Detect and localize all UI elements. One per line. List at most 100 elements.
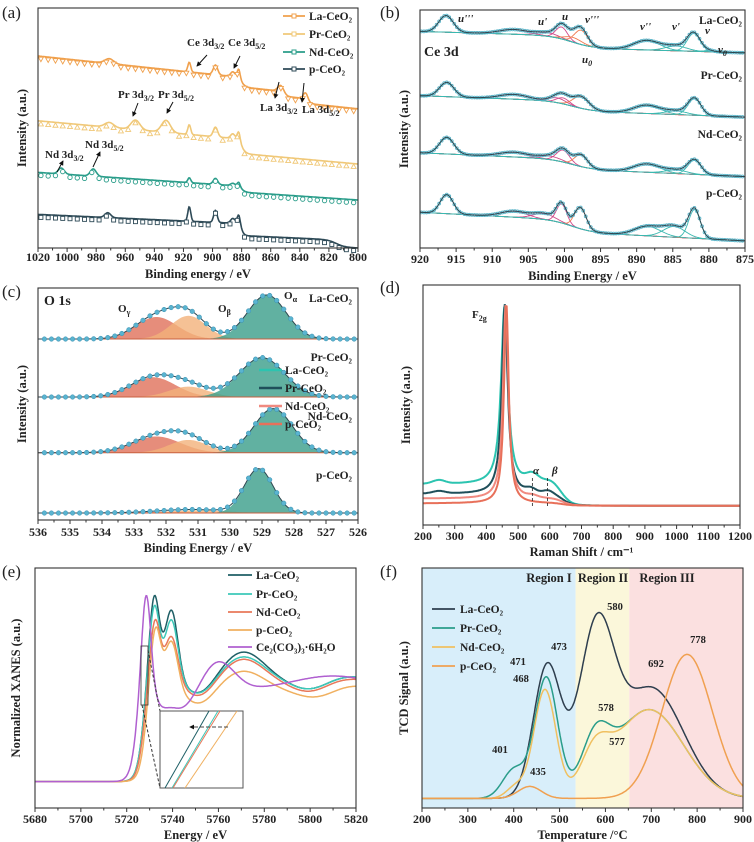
- x-tick-label: 532: [157, 525, 175, 539]
- annotation-text: Nd 3d: [45, 149, 73, 161]
- data-point: [246, 361, 252, 367]
- x-tick-label: 533: [125, 525, 143, 539]
- data-marker: [270, 90, 277, 97]
- x-tick-label: 400: [477, 529, 495, 543]
- data-point: [203, 321, 209, 327]
- x-tick-label: 1100: [697, 529, 720, 543]
- data-marker: [241, 150, 248, 157]
- legend-label: Pr-CeO₂: [460, 623, 502, 635]
- x-tick-label: 840: [291, 250, 309, 264]
- data-point: [154, 430, 160, 436]
- data-marker: [263, 194, 270, 200]
- data-marker: [117, 64, 125, 71]
- data-point: [581, 95, 586, 100]
- data-marker: [96, 217, 102, 223]
- data-point: [161, 507, 167, 514]
- data-point: [434, 89, 439, 93]
- data-point: [105, 448, 111, 454]
- data-point: [168, 428, 174, 434]
- data-marker: [300, 196, 306, 202]
- data-marker: [285, 238, 291, 243]
- panel-e: 5680 5700 5720 5740 5760 5780 5800 5820 Energy /…: [2, 562, 368, 842]
- data-point: [55, 450, 62, 456]
- data-point: [246, 475, 252, 481]
- data-point: [439, 16, 444, 20]
- data-point: [437, 142, 441, 146]
- data-point: [77, 450, 83, 456]
- data-point: [126, 441, 132, 447]
- data-marker: [213, 210, 218, 216]
- data-point: [682, 39, 687, 43]
- series-line: [35, 594, 357, 783]
- data-point: [154, 309, 160, 315]
- data-marker: [329, 198, 335, 204]
- data-point: [687, 159, 692, 164]
- x-axis-label: Binding Energy / eV: [528, 269, 637, 283]
- data-point: [454, 89, 459, 94]
- data-point: [323, 393, 329, 399]
- data-point: [140, 376, 146, 382]
- x-tick-label: 1000: [55, 250, 79, 264]
- x-tick-label: 940: [145, 250, 163, 264]
- data-point: [705, 234, 709, 239]
- x-tick-label: 880: [233, 250, 251, 264]
- data-point: [439, 197, 444, 202]
- x-tick-label: 300: [459, 812, 477, 826]
- annotation-label: Pr 3d3/2: [118, 89, 154, 103]
- panel-f: Region I Region II Region III 580 473 471 468 6…: [380, 562, 752, 842]
- data-point: [573, 209, 578, 214]
- data-marker: [38, 172, 44, 179]
- legend-label: Pr-CeO₂: [309, 29, 351, 41]
- data-marker: [74, 123, 81, 130]
- data-marker: [81, 175, 88, 181]
- data-point: [588, 102, 593, 107]
- annotation-subscript: β: [227, 308, 231, 317]
- data-point: [295, 383, 301, 389]
- annotation-label: u': [538, 16, 547, 28]
- inset-line: [171, 710, 219, 789]
- annotation-label: Oα: [284, 290, 298, 304]
- data-point: [591, 228, 596, 232]
- data-point: [105, 335, 111, 341]
- data-point: [586, 220, 591, 225]
- data-marker: [285, 195, 291, 201]
- data-point: [583, 97, 588, 102]
- annotation-label: Pr 3d5/2: [158, 89, 194, 103]
- data-point: [196, 507, 202, 513]
- annotation-arrow: [92, 151, 101, 168]
- data-marker: [38, 214, 44, 220]
- data-point: [62, 450, 69, 456]
- data-point: [168, 373, 174, 379]
- panel-label: (d): [380, 278, 400, 297]
- data-point: [224, 504, 230, 510]
- data-point: [231, 443, 238, 449]
- data-point: [98, 393, 104, 399]
- x-tick-label: 910: [483, 252, 501, 266]
- y-axis-label: TCD Signal (a.u.): [397, 641, 411, 735]
- data-point: [705, 111, 709, 115]
- data-marker: [242, 234, 247, 240]
- data-point: [41, 450, 47, 456]
- x-tick-label: 530: [221, 525, 239, 539]
- x-tick-label: 800: [688, 812, 706, 826]
- component-fill: [38, 377, 358, 398]
- data-point: [175, 304, 181, 310]
- data-point: [112, 333, 118, 339]
- data-marker: [227, 184, 233, 190]
- data-point: [457, 209, 462, 214]
- data-point: [351, 394, 357, 400]
- data-point: [161, 372, 167, 378]
- data-marker: [176, 182, 182, 188]
- data-point: [556, 23, 560, 27]
- component-fill: [38, 386, 358, 398]
- data-marker: [96, 175, 102, 182]
- data-point: [702, 108, 707, 113]
- data-point: [583, 31, 588, 35]
- data-point: [62, 336, 69, 342]
- legend-label: La-CeO₂: [309, 11, 353, 23]
- data-point: [452, 86, 457, 91]
- x-tick-label: 900: [555, 252, 573, 266]
- data-marker: [263, 155, 270, 162]
- data-marker: [132, 179, 139, 185]
- annotation-label: Nd 3d3/2: [45, 149, 84, 163]
